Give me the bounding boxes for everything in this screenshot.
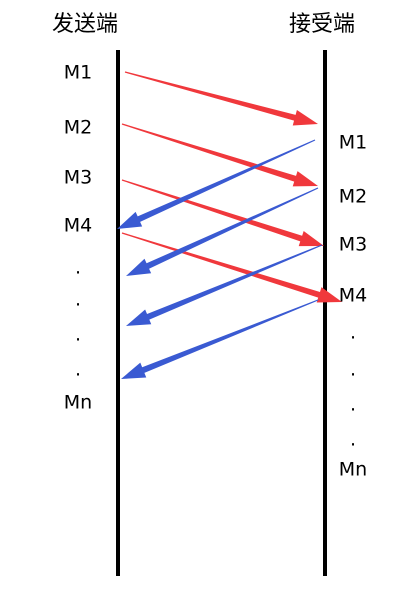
sender-label: M4 — [64, 215, 92, 237]
arrow — [124, 71, 319, 126]
arrow — [126, 244, 323, 326]
arrow — [121, 123, 319, 187]
sender-label: Mn — [64, 392, 92, 414]
receiver-label: . — [350, 394, 356, 416]
arrow — [126, 187, 319, 276]
receiver-label: M1 — [339, 132, 367, 154]
receiver-label: M2 — [339, 186, 367, 208]
receiver-label: M3 — [339, 234, 367, 256]
sender-label: M1 — [64, 62, 92, 84]
sender-label: . — [75, 257, 81, 279]
sender-label: . — [75, 359, 81, 381]
receiver-title: 接受端 — [289, 12, 355, 37]
sender-title: 发送端 — [52, 12, 118, 37]
arrow — [121, 299, 319, 379]
receiver-label: . — [350, 429, 356, 451]
receiver-label: Mn — [339, 459, 367, 481]
arrow — [121, 179, 324, 247]
sender-label: . — [75, 289, 81, 311]
arrows — [117, 71, 343, 379]
sender-label: M2 — [64, 117, 92, 139]
receiver-label: M4 — [339, 285, 367, 307]
receiver-label: . — [350, 359, 356, 381]
sender-label: M3 — [64, 167, 92, 189]
arrow — [117, 139, 316, 229]
sender-label: . — [75, 324, 81, 346]
receiver-label: . — [350, 322, 356, 344]
